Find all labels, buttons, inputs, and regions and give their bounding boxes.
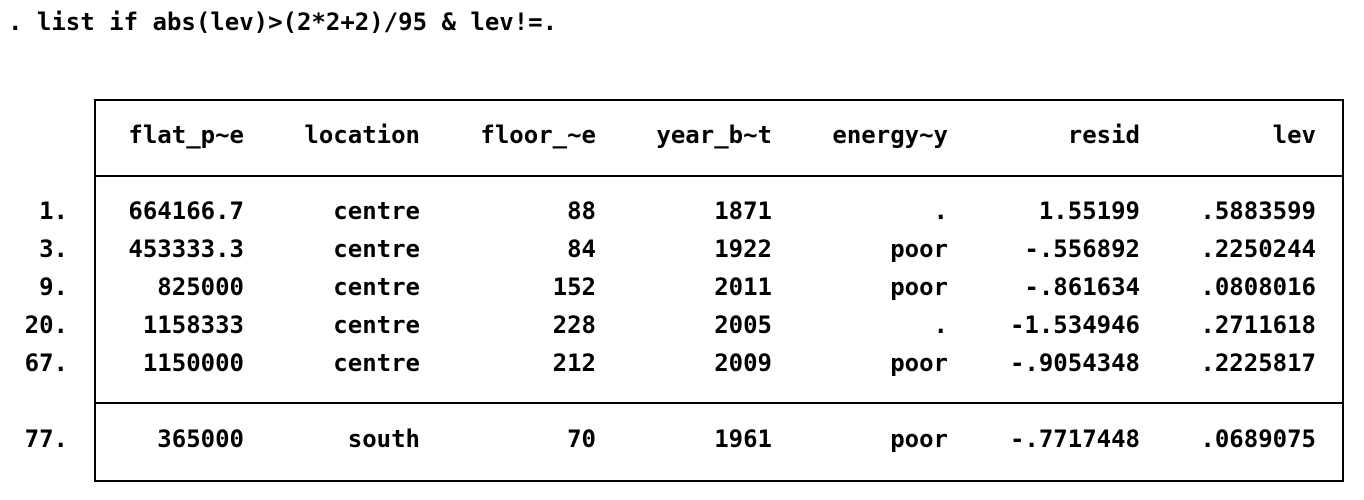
table-cell: centre — [333, 273, 420, 301]
table-cell: -.861634 — [1024, 273, 1140, 301]
table-cell: 825000 — [157, 273, 244, 301]
table-cell: 365000 — [157, 425, 244, 453]
table-cell: 2011 — [714, 273, 772, 301]
table-cell: 1961 — [714, 425, 772, 453]
command-line: . list if abs(lev)>(2*2+2)/95 & lev!=. — [8, 8, 558, 36]
table-cell: .5883599 — [1200, 197, 1316, 225]
table-cell: 88 — [567, 197, 596, 225]
table-cell: poor — [890, 349, 948, 377]
table-cell: .2225817 — [1200, 349, 1316, 377]
table-cell: 453333.3 — [128, 235, 244, 263]
table-cell: 1150000 — [142, 349, 244, 377]
table-cell: 1922 — [714, 235, 772, 263]
table-header-row: flat_p~e location floor_~e year_b~t ener… — [0, 120, 1364, 150]
table-row: 67. 1150000 centre 212 2009 poor -.90543… — [0, 348, 1364, 378]
table-cell: 70 — [567, 425, 596, 453]
column-header: energy~y — [832, 121, 948, 149]
table-row: 77. 365000 south 70 1961 poor -.7717448 … — [0, 424, 1364, 454]
table-cell: poor — [890, 425, 948, 453]
table-cell: .2250244 — [1200, 235, 1316, 263]
table-cell: -.556892 — [1024, 235, 1140, 263]
row-number: 3. — [39, 235, 68, 263]
table-cell: .2711618 — [1200, 311, 1316, 339]
table-cell: 228 — [552, 311, 596, 339]
table-cell: 664166.7 — [128, 197, 244, 225]
table-cell: 2009 — [714, 349, 772, 377]
column-header: lev — [1272, 121, 1316, 149]
column-header: year_b~t — [656, 121, 772, 149]
header-divider — [94, 175, 1344, 177]
table-cell: centre — [333, 349, 420, 377]
table-cell: poor — [890, 273, 948, 301]
table-row: 3. 453333.3 centre 84 1922 poor -.556892… — [0, 234, 1364, 264]
row-number: 20. — [24, 311, 68, 339]
table-cell: 1158333 — [142, 311, 244, 339]
table-row: 20. 1158333 centre 228 2005 . -1.534946 … — [0, 310, 1364, 340]
table-row: 9. 825000 centre 152 2011 poor -.861634 … — [0, 272, 1364, 302]
table-cell: 212 — [552, 349, 596, 377]
column-header: flat_p~e — [128, 121, 244, 149]
table-cell: 1871 — [714, 197, 772, 225]
table-cell: centre — [333, 197, 420, 225]
table-cell: centre — [333, 235, 420, 263]
table-cell: 2005 — [714, 311, 772, 339]
table-cell: 1.55199 — [1038, 197, 1140, 225]
row-number: 77. — [24, 425, 68, 453]
table-cell: 152 — [552, 273, 596, 301]
table-cell: -.7717448 — [1009, 425, 1140, 453]
column-header: floor_~e — [480, 121, 596, 149]
results-table-border — [94, 99, 1344, 482]
row-number: 67. — [24, 349, 68, 377]
column-header: resid — [1067, 121, 1140, 149]
table-cell: -.9054348 — [1009, 349, 1140, 377]
table-cell: . — [933, 311, 948, 339]
table-cell: 84 — [567, 235, 596, 263]
table-cell: -1.534946 — [1009, 311, 1140, 339]
table-cell: centre — [333, 311, 420, 339]
row-number: 9. — [39, 273, 68, 301]
table-cell: .0689075 — [1200, 425, 1316, 453]
table-cell: .0808016 — [1200, 273, 1316, 301]
row-number: 1. — [39, 197, 68, 225]
table-cell: poor — [890, 235, 948, 263]
table-cell: . — [933, 197, 948, 225]
column-header: location — [304, 121, 420, 149]
row-group-divider — [94, 402, 1344, 404]
table-cell: south — [347, 425, 420, 453]
table-row: 1. 664166.7 centre 88 1871 . 1.55199 .58… — [0, 196, 1364, 226]
